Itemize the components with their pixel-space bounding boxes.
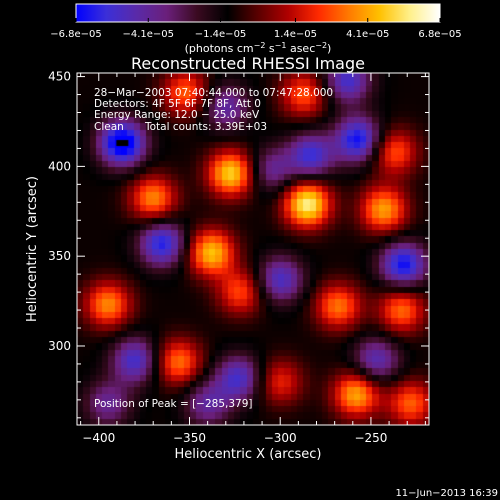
heatmap-image [77,73,429,425]
chart-title: Reconstructed RHESSI Image [131,54,365,73]
colorbar-tick-label: −4.1e−05 [122,29,174,40]
footer-date: 11−Jun−2013 16:39 [395,488,498,499]
colorbar-tick-label: 1.4e−05 [274,29,317,40]
plot-frame [76,72,430,426]
annotation-time-range: 28−Mar−2003 07:40:44.000 to 07:47:28.000 [94,87,333,99]
x-axis-label: Heliocentric X (arcsec) [175,447,322,462]
colorbar-ticks: −6.8e−05 −4.1e−05 −1.4e−05 1.4e−05 4.1e−05 6.… [50,18,462,40]
annotation-energy-range: Energy Range: 12.0 − 25.0 keV [94,109,260,121]
y-axis-label: Heliocentric Y (arcsec) [25,176,40,322]
x-tick-label: −250 [354,431,387,445]
colorbar-tick-label: 4.1e−05 [346,29,389,40]
annotation-peak-position: Position of Peak = [−285,379] [94,398,253,410]
y-tick-label: 400 [48,159,71,173]
y-tick-label: 300 [48,339,71,353]
axis-ticks: −400 −350 −300 −250 300 350 400 450 [48,70,429,445]
y-tick-label: 450 [48,70,71,84]
annotation-total-counts: Total counts: 3.39E+03 [144,121,267,133]
x-tick-label: −350 [173,431,206,445]
x-tick-label: −400 [82,431,115,445]
unit-exp2: −1 [275,41,287,50]
colorbar-tick-label: 6.8e−05 [418,29,461,40]
x-tick-label: −300 [264,431,297,445]
y-tick-label: 350 [48,249,71,263]
colorbar-tick-label: −6.8e−05 [50,29,102,40]
colorbar-tick-label: −1.4e−05 [195,29,247,40]
unit-mid: s [265,42,274,55]
unit-close: ) [327,42,331,55]
unit-main: (photons cm [185,42,254,55]
unit-exp3: −2 [315,41,327,50]
unit-tail: asec [286,42,315,55]
annotation-method: Clean [94,121,124,133]
unit-exp1: −2 [254,41,266,50]
annotation-detectors: Detectors: 4F 5F 6F 7F 8F, Att 0 [94,98,261,110]
colorbar [75,3,441,23]
colorbar-unit-label: (photons cm−2 s−1 asec−2) [185,41,332,55]
